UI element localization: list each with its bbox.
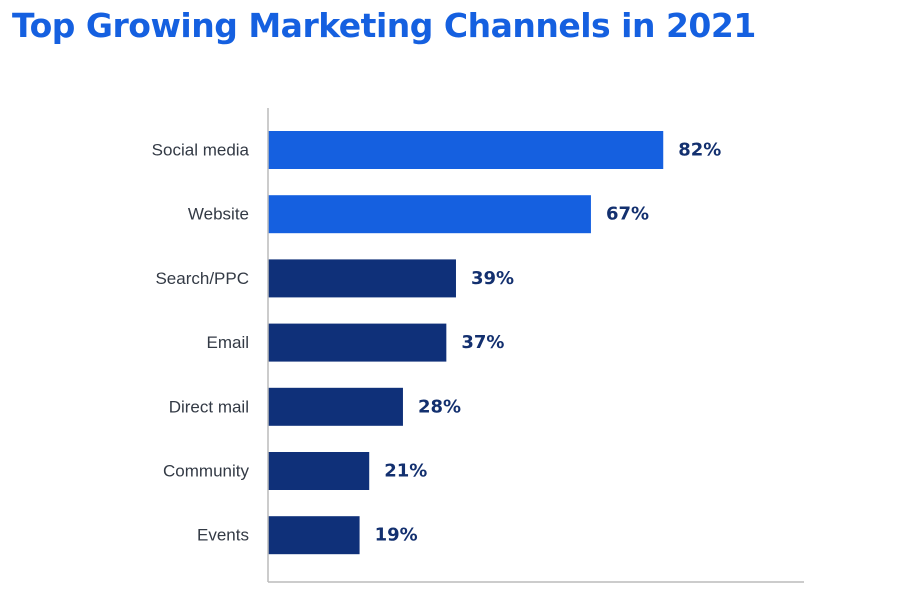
value-labels: 82% 67% 39% 37% 28% 21% 19%	[375, 140, 722, 546]
category-label-community: Community	[163, 462, 249, 481]
category-label-search-ppc: Search/PPC	[155, 269, 249, 288]
bar-search-ppc	[268, 259, 456, 298]
category-label-website: Website	[188, 205, 249, 224]
value-label-community: 21%	[384, 461, 427, 482]
bar-website	[268, 195, 591, 234]
value-label-social-media: 82%	[678, 140, 721, 161]
bars-layer	[268, 131, 664, 555]
category-label-social-media: Social media	[152, 141, 250, 160]
bar-social-media	[268, 131, 664, 169]
chart-title: Top Growing Marketing Channels in 2021	[12, 6, 756, 45]
value-label-events: 19%	[375, 525, 418, 546]
bar-direct-mail	[268, 387, 403, 426]
category-label-email: Email	[206, 333, 249, 352]
value-label-search-ppc: 39%	[471, 268, 514, 289]
bar-events	[268, 516, 360, 555]
value-label-direct-mail: 28%	[418, 396, 461, 417]
bar-email	[268, 323, 447, 362]
value-label-website: 67%	[606, 204, 649, 225]
category-label-direct-mail: Direct mail	[169, 397, 249, 416]
category-label-events: Events	[197, 526, 249, 545]
category-labels: Social media Website Search/PPC Email Direct…	[152, 141, 250, 545]
value-label-email: 37%	[461, 332, 504, 353]
bar-community	[268, 452, 370, 490]
